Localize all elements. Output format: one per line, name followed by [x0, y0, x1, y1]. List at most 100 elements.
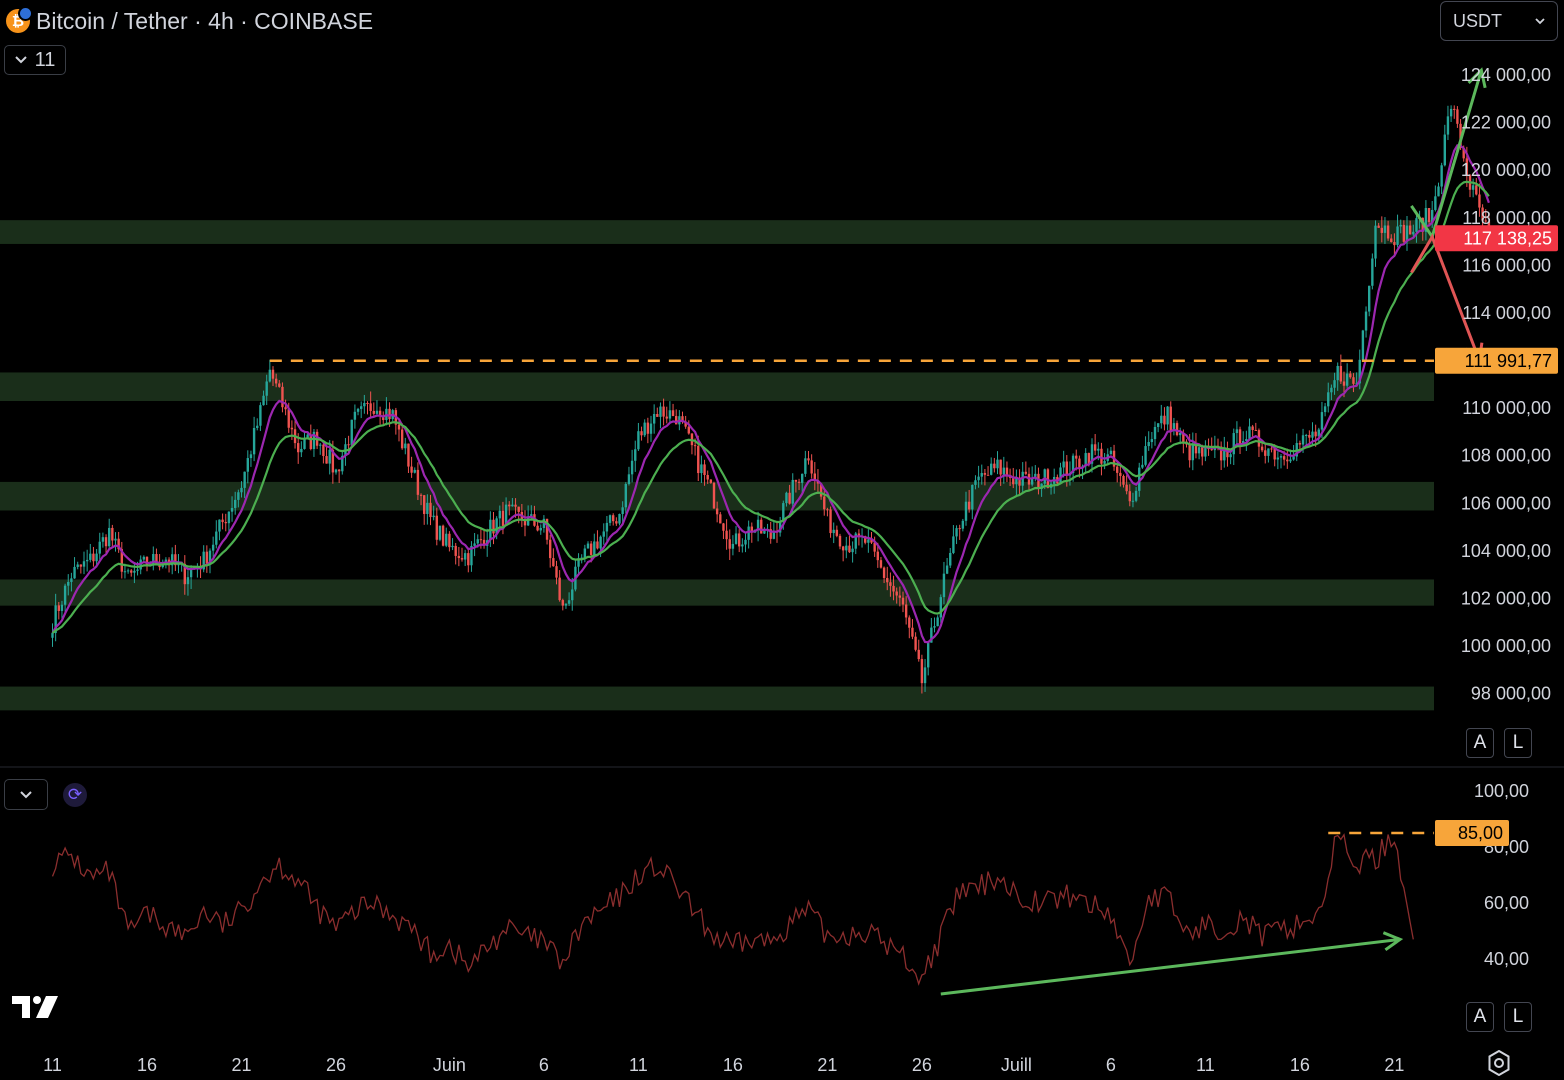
candle-body [1456, 109, 1459, 124]
candle-body [741, 544, 744, 547]
candle [300, 441, 303, 458]
candle [1267, 448, 1270, 463]
currency-select[interactable]: USDT [1440, 1, 1558, 41]
candle-body [1279, 456, 1283, 458]
candle [413, 467, 416, 474]
candle [706, 470, 709, 484]
symbol-header[interactable]: ₿ Bitcoin / Tether · 4h · COINBASE [6, 4, 373, 38]
candle [778, 516, 782, 537]
candle-body [882, 567, 886, 578]
candle [117, 531, 120, 553]
candle [977, 465, 980, 488]
candle-body [1226, 448, 1229, 458]
candle [104, 534, 108, 555]
candle-body [750, 526, 753, 533]
candle [608, 514, 612, 526]
settings-gear-icon[interactable] [1486, 1050, 1512, 1076]
candle [1201, 444, 1204, 466]
ma-fast-line [51, 144, 1490, 644]
candle [1453, 105, 1456, 119]
candle [1478, 183, 1481, 217]
candle-body [778, 522, 782, 533]
candle [1456, 106, 1459, 128]
rsi-axis-tick: 40,00 [1484, 949, 1529, 969]
candle-body [797, 481, 801, 483]
candle [687, 420, 690, 435]
candle [152, 546, 155, 571]
candle-body [67, 581, 70, 586]
candle-body [1415, 218, 1418, 232]
candle [67, 574, 70, 596]
candle [1339, 354, 1343, 384]
candle [986, 466, 990, 476]
support-zone [0, 372, 1434, 402]
candle [703, 459, 706, 486]
candle [1116, 462, 1119, 483]
candle-body [215, 531, 218, 545]
candle [508, 501, 511, 516]
candle [130, 569, 133, 577]
log-scale-button[interactable]: L [1504, 728, 1532, 758]
candle-body [1012, 477, 1015, 485]
candle [82, 551, 86, 575]
candle-body [1273, 448, 1276, 460]
candle-body [476, 539, 479, 544]
candle [961, 518, 965, 532]
price-axis-tick: 106 000,00 [1461, 493, 1551, 513]
ma-slow-line [51, 180, 1490, 634]
candle-body [1465, 158, 1469, 176]
candle [385, 397, 388, 426]
candle-body [851, 548, 854, 553]
candle [671, 403, 675, 417]
symbol-title[interactable]: Bitcoin / Tether · 4h · COINBASE [36, 7, 374, 34]
candle-body [700, 464, 703, 474]
candle [312, 428, 316, 457]
candle-body [1144, 446, 1147, 465]
candle [1075, 449, 1078, 471]
candle-body [1383, 225, 1387, 233]
candle [400, 423, 404, 450]
candle-body [964, 501, 968, 521]
candle-body [637, 431, 640, 450]
candle-body [1147, 442, 1150, 447]
candle-body [555, 566, 558, 578]
time-axis-tick: 11 [629, 1055, 648, 1075]
auto-scale-button[interactable]: A [1466, 728, 1494, 758]
candle [602, 523, 605, 545]
resistance-price-badge-text: 111 991,77 [1465, 351, 1552, 371]
candle-body [460, 558, 464, 560]
candle [1078, 455, 1081, 478]
candle [1292, 445, 1295, 461]
candle-body [63, 585, 67, 605]
candle [983, 468, 987, 486]
price-axis-tick: 108 000,00 [1461, 446, 1551, 466]
time-axis-tick: 16 [723, 1055, 743, 1075]
candle-body [1075, 455, 1078, 459]
indicators-toggle-button[interactable]: 11 [4, 45, 66, 75]
candle [1109, 446, 1113, 455]
candle [1396, 214, 1399, 248]
resistance-price-badge-bg [1435, 347, 1558, 374]
rsi-log-scale-button[interactable]: L [1504, 1002, 1532, 1032]
candle-body [999, 459, 1002, 475]
candle-body [813, 473, 816, 481]
candle-body [876, 551, 879, 561]
sync-icon[interactable]: ⟳ [63, 783, 87, 807]
candle [1440, 162, 1443, 195]
candle-body [407, 443, 410, 467]
candle-body [709, 479, 713, 483]
candle-body [445, 533, 448, 546]
candle-body [1182, 432, 1185, 442]
rsi-auto-scale-button[interactable]: A [1466, 1002, 1494, 1032]
candle [867, 529, 870, 553]
candle-body [111, 527, 114, 541]
candle-body [230, 507, 234, 512]
candle [974, 475, 977, 490]
candle [1005, 461, 1009, 483]
candle [1405, 216, 1409, 251]
rsi-pane-toggle-button[interactable] [4, 779, 48, 810]
candle [1119, 466, 1122, 487]
price-axis-tick: 118 000,00 [1462, 208, 1551, 228]
candle-body [1015, 477, 1018, 485]
